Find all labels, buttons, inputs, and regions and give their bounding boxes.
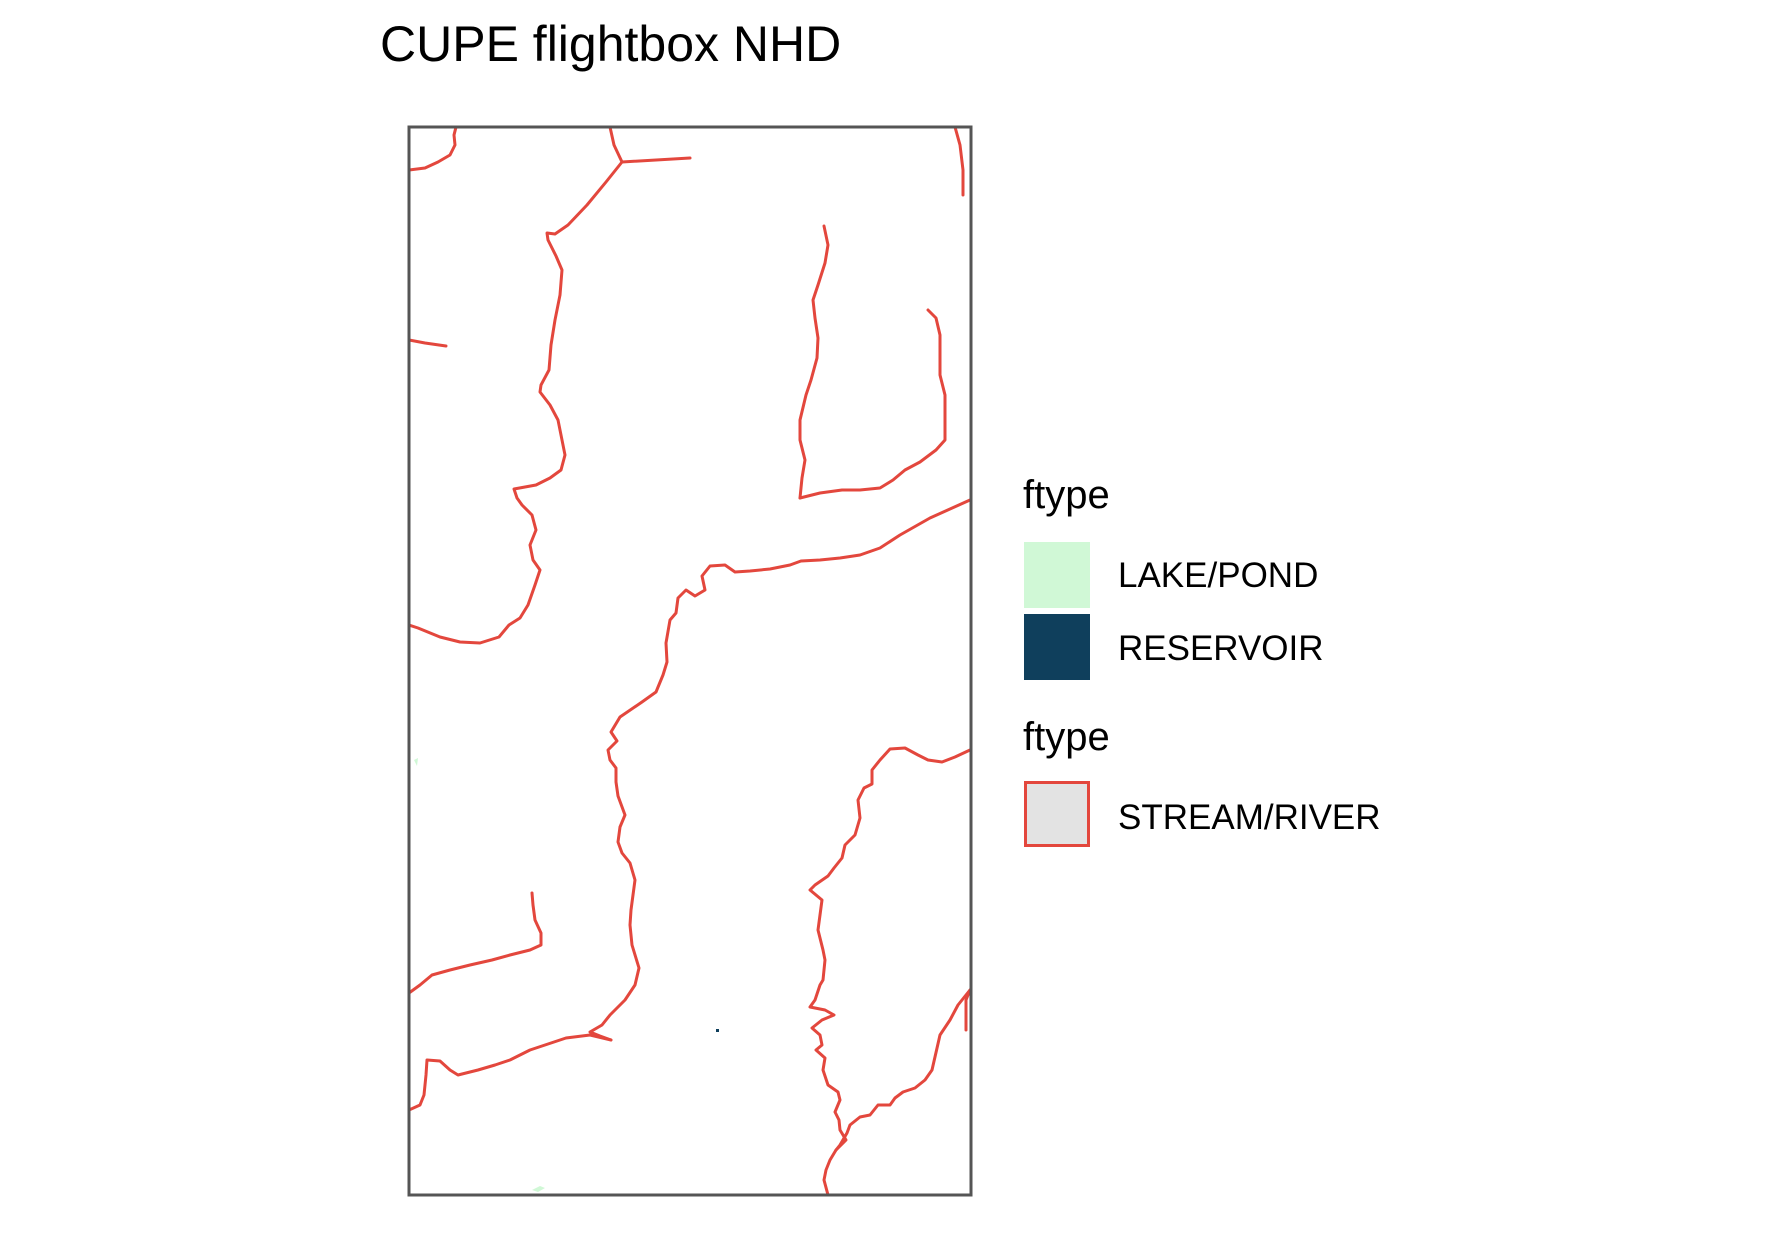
stream-topleft-2 xyxy=(409,338,448,348)
legend-label-reservoir: RESERVOIR xyxy=(1118,629,1324,668)
stream-left-mid xyxy=(409,1033,613,1112)
map-frame xyxy=(407,125,973,1197)
stream-tribB xyxy=(798,308,947,500)
lake-pond-1 xyxy=(414,758,418,766)
legend-label-lake-pond: LAKE/POND xyxy=(1118,556,1319,595)
stream-tribA xyxy=(798,224,830,500)
stream-central xyxy=(588,498,971,1042)
legend-key-lake-pond xyxy=(1024,542,1090,608)
legend-title-waterbody: ftype xyxy=(1023,473,1110,517)
stream-topleft-1 xyxy=(409,127,458,172)
stream-right-lower xyxy=(808,746,971,1195)
map-title: CUPE flightbox NHD xyxy=(380,16,842,72)
legend-key-stream-river xyxy=(1024,781,1090,847)
lake-pond-2 xyxy=(532,1186,545,1192)
reservoir-1 xyxy=(716,1029,719,1032)
legend-title-flowline: ftype xyxy=(1023,715,1110,759)
stream-main xyxy=(409,127,692,645)
stream-right-lower-2 xyxy=(834,988,971,1152)
stream-right-edge xyxy=(964,988,971,1032)
legend-label-stream-river: STREAM/RIVER xyxy=(1118,798,1381,837)
stream-left-lower xyxy=(409,891,543,995)
legend-key-reservoir xyxy=(1024,614,1090,680)
stream-topright xyxy=(953,127,965,197)
